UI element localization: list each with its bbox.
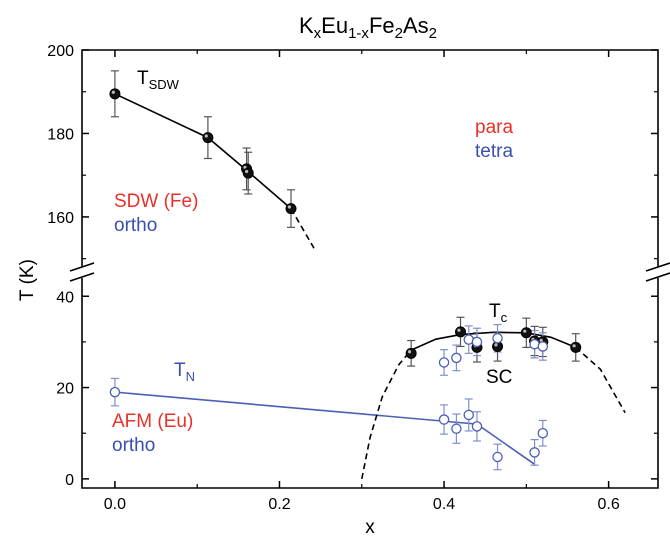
annotation-sdw-fe: SDW (Fe) xyxy=(114,191,198,212)
annotation-tetra: tetra xyxy=(475,141,513,162)
x-tick-label: 0.0 xyxy=(104,496,126,513)
data-point-filled xyxy=(242,167,254,179)
data-point-highlight xyxy=(539,338,543,342)
data-point-open xyxy=(492,333,503,344)
x-axis-label: x xyxy=(365,517,375,538)
data-point-filled xyxy=(109,88,121,100)
data-point-highlight xyxy=(457,328,461,332)
data-point-open xyxy=(438,357,450,368)
curve-t-c-dome-right xyxy=(575,346,626,414)
x-tick-label: 0.4 xyxy=(433,496,455,513)
data-point-filled xyxy=(520,327,532,339)
annotation-tn: TN xyxy=(174,360,195,384)
data-point-highlight xyxy=(287,205,292,209)
x-tick-label: 0.2 xyxy=(268,496,290,513)
data-point-open xyxy=(471,336,483,348)
data-point-open xyxy=(438,414,450,425)
data-point-open xyxy=(537,427,549,439)
data-point-open xyxy=(537,341,549,352)
data-point-highlight xyxy=(111,90,115,94)
data-point-highlight xyxy=(245,169,249,174)
y-tick-label: 0 xyxy=(65,472,74,489)
y-tick-label: 200 xyxy=(47,43,74,60)
y-axis-label: T (K) xyxy=(17,259,38,301)
y-tick-label: 20 xyxy=(56,381,74,398)
annotation-tsdw: TSDW xyxy=(137,68,180,92)
chart-title: KxEu1-xFe2As2 xyxy=(299,13,437,42)
annotation-para: para xyxy=(475,117,513,138)
curve-t-c-dome xyxy=(410,331,577,351)
data-point-highlight xyxy=(523,329,527,333)
data-point-highlight xyxy=(494,343,498,347)
data-point-open xyxy=(529,447,540,458)
curve-t-c-dome-left xyxy=(361,349,412,480)
data-point-highlight xyxy=(572,344,576,348)
data-point-open xyxy=(492,451,503,463)
curve-t-sdw-extrapolation xyxy=(290,208,315,249)
data-point-open xyxy=(109,386,121,398)
axis-ticks: 0.0 0.2 0.4 0.6 0 20 40 160 180 200 xyxy=(47,43,658,513)
y-tick-label: 160 xyxy=(47,210,74,227)
data-point-highlight xyxy=(407,350,412,354)
annotation-afm-eu: AFM (Eu) xyxy=(112,411,193,432)
annotation-ortho-lower: ortho xyxy=(112,435,155,456)
data-point-open xyxy=(451,423,462,434)
data-point-open xyxy=(451,352,462,364)
data-point-filled xyxy=(405,347,417,359)
annotation-ortho-upper: ortho xyxy=(114,215,157,236)
annotation-sc: SC xyxy=(486,367,512,388)
data-point-open xyxy=(463,409,474,421)
data-point-open xyxy=(471,421,483,432)
y-tick-label: 40 xyxy=(56,289,74,306)
curve-t-sdw xyxy=(114,93,292,210)
data-point-highlight xyxy=(204,134,208,138)
y-tick-label: 180 xyxy=(47,126,74,143)
plot-frame xyxy=(81,49,659,489)
data-point-filled xyxy=(285,203,297,215)
annotation-tc: Tc xyxy=(489,301,508,325)
data-point-filled xyxy=(570,341,582,353)
x-tick-label: 0.6 xyxy=(598,496,620,513)
axis-break-marks xyxy=(69,262,670,282)
data-point-filled xyxy=(455,326,467,338)
data-point-filled xyxy=(202,132,214,144)
data-point-highlight xyxy=(243,165,247,169)
data-markers xyxy=(109,88,582,463)
